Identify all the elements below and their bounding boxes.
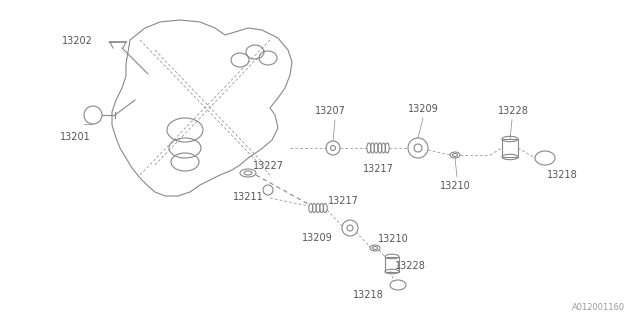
Bar — [385, 257, 399, 271]
Text: 13209: 13209 — [302, 233, 333, 243]
Text: 13218: 13218 — [353, 290, 384, 300]
Text: 13207: 13207 — [315, 106, 346, 116]
Text: 13218: 13218 — [547, 170, 578, 180]
Text: 13209: 13209 — [408, 104, 439, 114]
Text: 13228: 13228 — [498, 106, 529, 116]
Text: 13202: 13202 — [62, 36, 93, 46]
Text: 13210: 13210 — [440, 181, 471, 191]
Text: 13211: 13211 — [233, 192, 264, 202]
Text: 13201: 13201 — [60, 132, 91, 142]
Text: 13227: 13227 — [253, 161, 284, 171]
Text: 13217: 13217 — [328, 196, 359, 206]
Text: A012001160: A012001160 — [572, 303, 625, 312]
Text: 13210: 13210 — [378, 234, 409, 244]
Text: 13217: 13217 — [363, 164, 394, 174]
Text: 13228: 13228 — [395, 261, 426, 271]
Bar — [502, 139, 518, 157]
